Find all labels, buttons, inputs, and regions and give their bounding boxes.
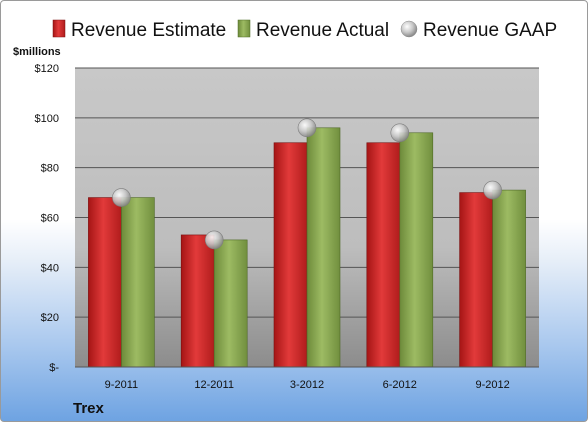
legend-swatch-actual [237, 19, 251, 38]
legend-label-actual: Revenue Actual [256, 20, 389, 41]
legend-label-gaap: Revenue GAAP [423, 20, 557, 41]
y-tick-label: $- [49, 362, 59, 374]
bar-revenue-actual [121, 197, 155, 368]
y-axis-unit-label: $millions [13, 46, 61, 58]
legend-label-estimate: Revenue Estimate [71, 20, 226, 41]
bar-revenue-actual [399, 132, 434, 368]
marker-revenue-gaap [390, 123, 410, 143]
marker-revenue-gaap [297, 118, 317, 138]
x-tick-label: 3-2012 [290, 379, 324, 391]
bar-revenue-estimate [273, 142, 308, 368]
bars [88, 127, 526, 368]
x-tick-label: 12-2011 [194, 379, 234, 391]
bar-revenue-estimate [88, 197, 122, 368]
bar-revenue-actual [306, 127, 341, 368]
y-tick-label: $120 [35, 63, 59, 75]
x-tick-label: 9-2011 [105, 379, 138, 391]
y-axis-ticks: $- $20 $40 $60 $80 $100 $120 [35, 63, 60, 374]
bar-revenue-estimate [459, 192, 493, 368]
legend-swatch-estimate [52, 19, 66, 38]
x-tick-label: 6-2012 [383, 379, 417, 391]
legend-item-gaap: Revenue GAAP [400, 20, 557, 41]
x-tick-label: 9-2012 [475, 379, 509, 391]
legend-item-actual: Revenue Actual [237, 19, 389, 41]
x-axis-ticks: 9-2011 12-2011 3-2012 6-2012 9-2012 [105, 379, 510, 391]
legend-swatch-gaap [400, 20, 418, 38]
y-tick-label: $80 [41, 163, 59, 175]
legend-item-estimate: Revenue Estimate [52, 19, 226, 41]
company-label: Trex [73, 400, 105, 417]
bar-revenue-estimate [180, 234, 215, 368]
y-tick-label: $60 [41, 213, 59, 225]
y-tick-label: $100 [35, 113, 59, 125]
y-tick-label: $40 [41, 262, 59, 274]
marker-revenue-gaap [112, 188, 131, 207]
marker-revenue-gaap [204, 230, 224, 250]
y-tick-label: $20 [41, 312, 59, 324]
bar-revenue-estimate [366, 142, 401, 368]
bar-revenue-actual [492, 189, 526, 368]
legend: Revenue Estimate Revenue Actual Revenue … [52, 19, 557, 41]
marker-revenue-gaap [483, 180, 502, 200]
gaap-markers [112, 118, 502, 250]
bar-revenue-actual [213, 239, 248, 368]
